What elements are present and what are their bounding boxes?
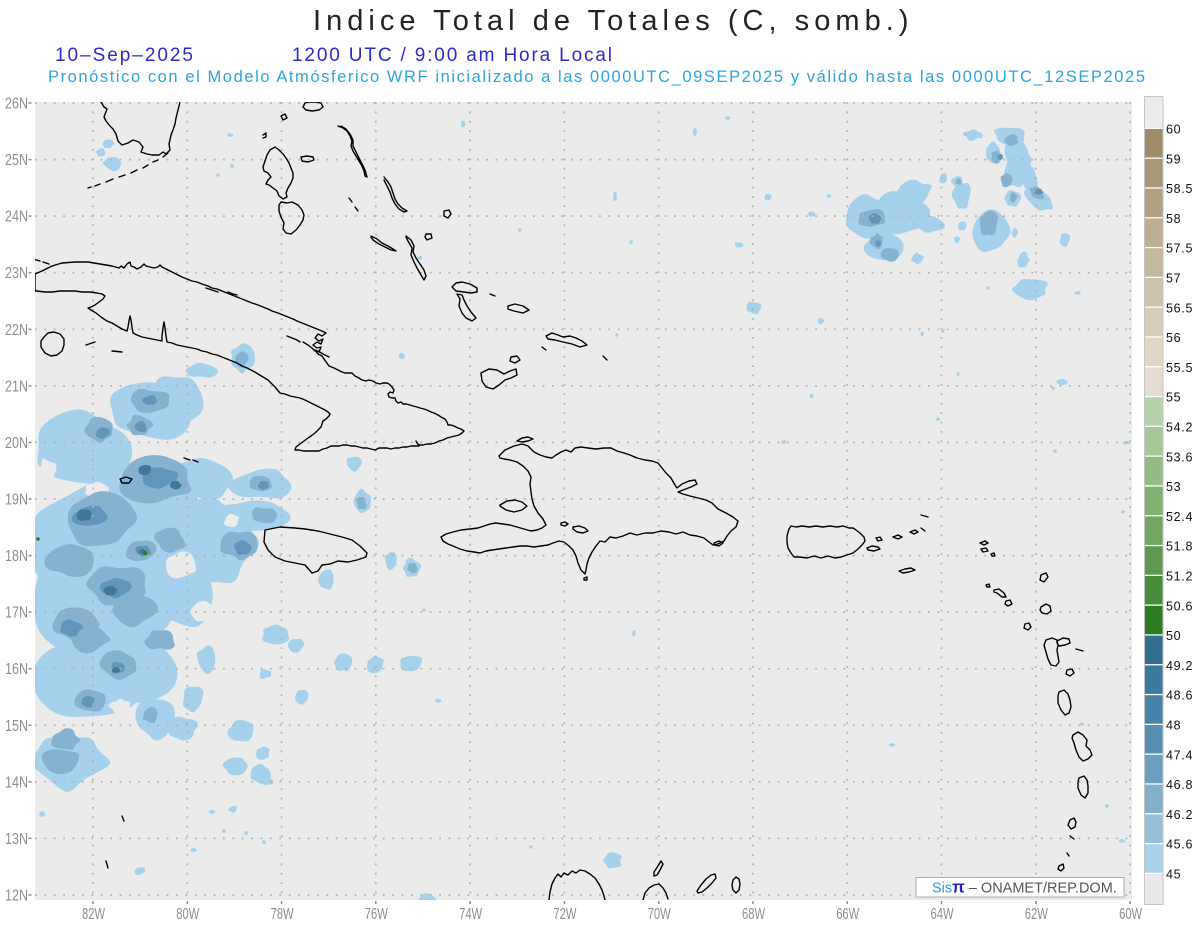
svg-text:Sisπ – ONAMET/REP.DOM.: Sisπ – ONAMET/REP.DOM. — [932, 879, 1117, 897]
svg-text:57: 57 — [1166, 272, 1181, 286]
svg-text:19N: 19N — [5, 492, 28, 509]
svg-text:72W: 72W — [553, 906, 576, 923]
svg-text:25N: 25N — [5, 152, 28, 169]
svg-text:55.5: 55.5 — [1166, 361, 1193, 375]
svg-text:56.5: 56.5 — [1166, 301, 1193, 315]
svg-text:76W: 76W — [365, 906, 388, 923]
svg-text:57.5: 57.5 — [1166, 242, 1193, 256]
svg-text:45.6: 45.6 — [1166, 838, 1193, 852]
svg-text:14N: 14N — [5, 774, 28, 791]
svg-text:80W: 80W — [176, 906, 199, 923]
svg-text:24N: 24N — [5, 209, 28, 226]
svg-text:66W: 66W — [836, 906, 859, 923]
svg-text:50: 50 — [1166, 629, 1181, 643]
svg-text:26N: 26N — [5, 96, 28, 113]
svg-text:54.2: 54.2 — [1166, 421, 1193, 435]
svg-text:20N: 20N — [5, 435, 28, 452]
svg-text:56: 56 — [1166, 331, 1181, 345]
svg-text:49.2: 49.2 — [1166, 659, 1193, 673]
svg-text:70W: 70W — [648, 906, 671, 923]
svg-text:51.8: 51.8 — [1166, 540, 1193, 554]
svg-text:64W: 64W — [931, 906, 954, 923]
svg-text:60: 60 — [1166, 123, 1181, 137]
svg-text:53: 53 — [1166, 480, 1181, 494]
svg-text:58: 58 — [1166, 212, 1181, 226]
svg-text:10–Sep–2025: 10–Sep–2025 — [55, 45, 195, 66]
svg-text:52.4: 52.4 — [1166, 510, 1193, 524]
svg-text:13N: 13N — [5, 831, 28, 848]
svg-text:48.6: 48.6 — [1166, 689, 1193, 703]
svg-text:48: 48 — [1166, 719, 1181, 733]
svg-text:58.5: 58.5 — [1166, 182, 1193, 196]
svg-text:51.2: 51.2 — [1166, 570, 1193, 584]
svg-text:17N: 17N — [5, 605, 28, 622]
svg-text:Indice Total de Totales (C, so: Indice Total de Totales (C, somb.) — [313, 5, 912, 37]
svg-text:60W: 60W — [1119, 906, 1142, 923]
svg-text:21N: 21N — [5, 378, 28, 395]
svg-text:16N: 16N — [5, 661, 28, 678]
svg-text:45: 45 — [1166, 868, 1181, 882]
svg-text:50.6: 50.6 — [1166, 599, 1193, 613]
svg-text:82W: 82W — [82, 906, 105, 923]
svg-text:62W: 62W — [1025, 906, 1048, 923]
svg-text:18N: 18N — [5, 548, 28, 565]
svg-text:55: 55 — [1166, 391, 1181, 405]
svg-text:23N: 23N — [5, 265, 28, 282]
svg-text:53.6: 53.6 — [1166, 450, 1193, 464]
svg-text:15N: 15N — [5, 718, 28, 735]
svg-text:1200 UTC / 9:00 am Hora Local: 1200 UTC / 9:00 am Hora Local — [292, 45, 614, 66]
svg-text:46.2: 46.2 — [1166, 808, 1193, 822]
svg-text:74W: 74W — [459, 906, 482, 923]
svg-text:78W: 78W — [271, 906, 294, 923]
svg-text:47.4: 47.4 — [1166, 748, 1193, 762]
svg-text:12N: 12N — [5, 888, 28, 905]
svg-text:59: 59 — [1166, 152, 1181, 166]
svg-text:46.8: 46.8 — [1166, 778, 1193, 792]
svg-text:68W: 68W — [742, 906, 765, 923]
svg-text:Pronóstico con el Modelo Atmós: Pronóstico con el Modelo Atmósferico WRF… — [48, 68, 1146, 86]
svg-text:22N: 22N — [5, 322, 28, 339]
